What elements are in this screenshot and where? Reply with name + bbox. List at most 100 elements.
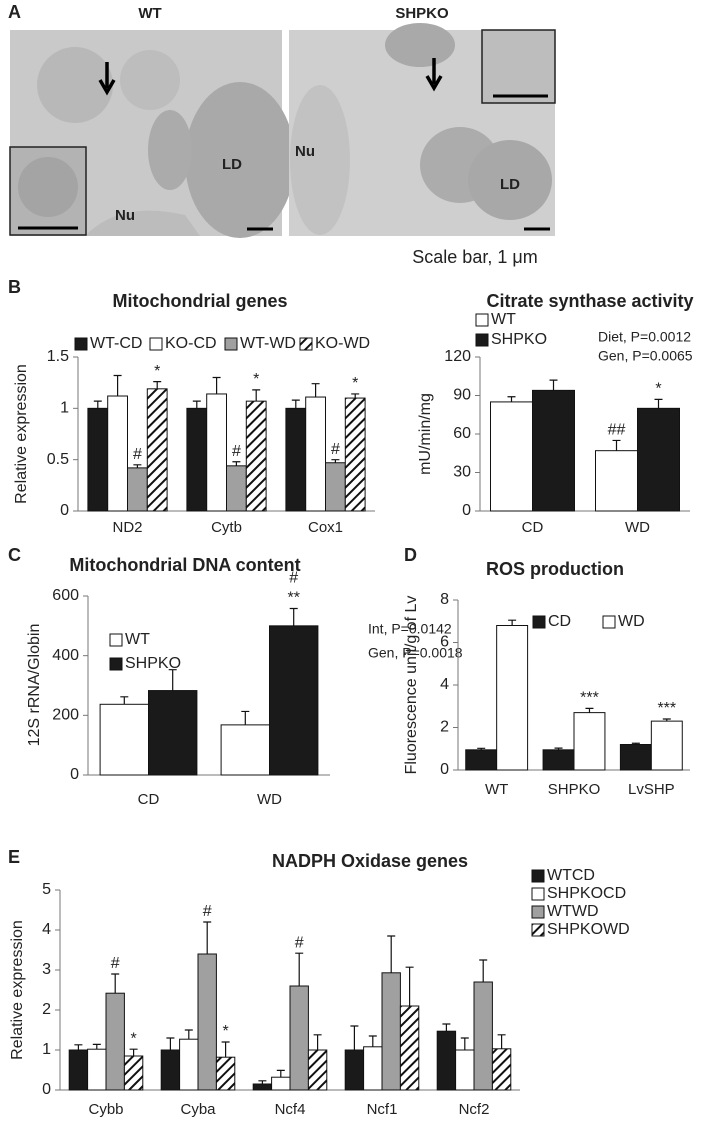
legend-label: SHPKOWD: [547, 921, 630, 938]
error-bar: [350, 1025, 359, 1050]
y-axis-label: 12S rRNA/Globin: [26, 624, 43, 747]
error-bar: [508, 619, 517, 626]
bar: [344, 1049, 365, 1091]
error-bar: [212, 376, 221, 394]
bar: [595, 450, 638, 512]
legend-label: SHPKO: [125, 655, 181, 672]
legend-label: WT-WD: [240, 335, 296, 352]
error-bar: [442, 1023, 451, 1032]
x-tick-label: Ncf2: [459, 1101, 490, 1118]
error-bar: [507, 396, 516, 402]
bar: [650, 720, 683, 771]
bar: [619, 744, 652, 771]
bar: [245, 400, 267, 512]
micrograph-shpko: [289, 23, 556, 236]
bar: [186, 407, 208, 512]
bar: [220, 724, 271, 776]
significance-mark: #: [133, 446, 142, 463]
y-axis-label: mU/min/mg: [417, 393, 434, 475]
panel-letter: B: [8, 277, 21, 297]
x-tick-label: WD: [625, 519, 650, 536]
bar: [215, 1056, 236, 1091]
legend-swatch: [74, 337, 88, 351]
legend-label: WTWD: [547, 903, 599, 920]
error-bar: [289, 607, 298, 626]
bar: [271, 1076, 291, 1091]
significance-mark: #: [295, 934, 304, 951]
error-bar: [662, 718, 671, 722]
legend-label: SHPKO: [491, 331, 547, 348]
bar: [87, 1048, 107, 1091]
legend-swatch: [149, 337, 163, 351]
micrograph-title: SHPKO: [395, 5, 449, 22]
bar: [269, 625, 319, 776]
significance-mark: **: [287, 590, 299, 607]
legend-label: SHPKOCD: [547, 885, 626, 902]
micrograph-title: WT: [138, 5, 161, 22]
y-tick-label: 1: [60, 400, 69, 417]
legend-label: KO-WD: [315, 335, 370, 352]
y-tick-label: 0: [42, 1081, 51, 1098]
x-tick-label: Cytb: [211, 519, 242, 536]
error-bar: [74, 1044, 83, 1050]
bar: [127, 467, 148, 512]
y-tick-label: 0: [60, 502, 69, 519]
error-bar: [368, 1035, 377, 1047]
bar: [148, 690, 198, 776]
legend-swatch: [109, 633, 123, 647]
y-tick-label: 3: [42, 961, 51, 978]
legend-label: KO-CD: [165, 335, 217, 352]
y-tick-label: 6: [440, 634, 449, 651]
micrograph-label: Nu: [295, 143, 315, 160]
bar: [206, 393, 227, 512]
chart-title: Mitochondrial genes: [112, 291, 287, 311]
error-bar: [221, 1041, 230, 1058]
significance-mark: ***: [580, 690, 599, 707]
micrograph-label: LD: [222, 156, 242, 173]
y-tick-label: 5: [42, 881, 51, 898]
error-bar: [311, 383, 320, 398]
y-tick-label: 2: [42, 1001, 51, 1018]
y-axis-label: Fluorescence unit/g of Lv: [403, 596, 420, 775]
bar: [399, 1005, 420, 1091]
error-bar: [554, 747, 563, 750]
error-bar: [153, 381, 162, 389]
x-tick-label: Ncf4: [275, 1101, 306, 1118]
legend-label: WD: [618, 613, 645, 630]
error-bar: [291, 399, 300, 409]
bar: [542, 749, 575, 771]
y-tick-label: 0: [70, 766, 79, 783]
y-tick-label: 400: [52, 647, 79, 664]
legend-swatch: [531, 887, 545, 901]
bar: [99, 703, 149, 776]
significance-mark: *: [253, 371, 259, 388]
bar: [105, 992, 125, 1091]
chart-title: NADPH Oxidase genes: [272, 851, 468, 871]
y-tick-label: 1.5: [47, 348, 69, 365]
legend-label: WT: [491, 311, 516, 328]
bar: [363, 1046, 383, 1091]
bar: [436, 1030, 457, 1091]
error-bar: [631, 742, 640, 745]
legend-swatch: [531, 905, 545, 919]
bar: [226, 465, 247, 512]
y-tick-label: 4: [42, 921, 51, 938]
bar: [496, 625, 529, 771]
x-tick-label: Cyba: [180, 1101, 216, 1118]
bar: [344, 397, 366, 512]
significance-mark: #: [111, 955, 120, 972]
bar: [87, 407, 109, 512]
legend-swatch: [531, 923, 545, 937]
error-bar: [331, 459, 340, 463]
bar: [637, 407, 680, 512]
micrograph-label: Nu: [115, 207, 135, 224]
error-bar: [192, 400, 201, 409]
bar: [573, 712, 606, 771]
error-bar: [276, 1069, 285, 1078]
error-bar: [232, 461, 241, 466]
bar: [465, 749, 498, 771]
stats-note: Int, P=0.0142: [368, 621, 452, 637]
error-bar: [168, 669, 177, 691]
error-bar: [120, 696, 129, 705]
x-tick-label: Ncf1: [367, 1101, 398, 1118]
